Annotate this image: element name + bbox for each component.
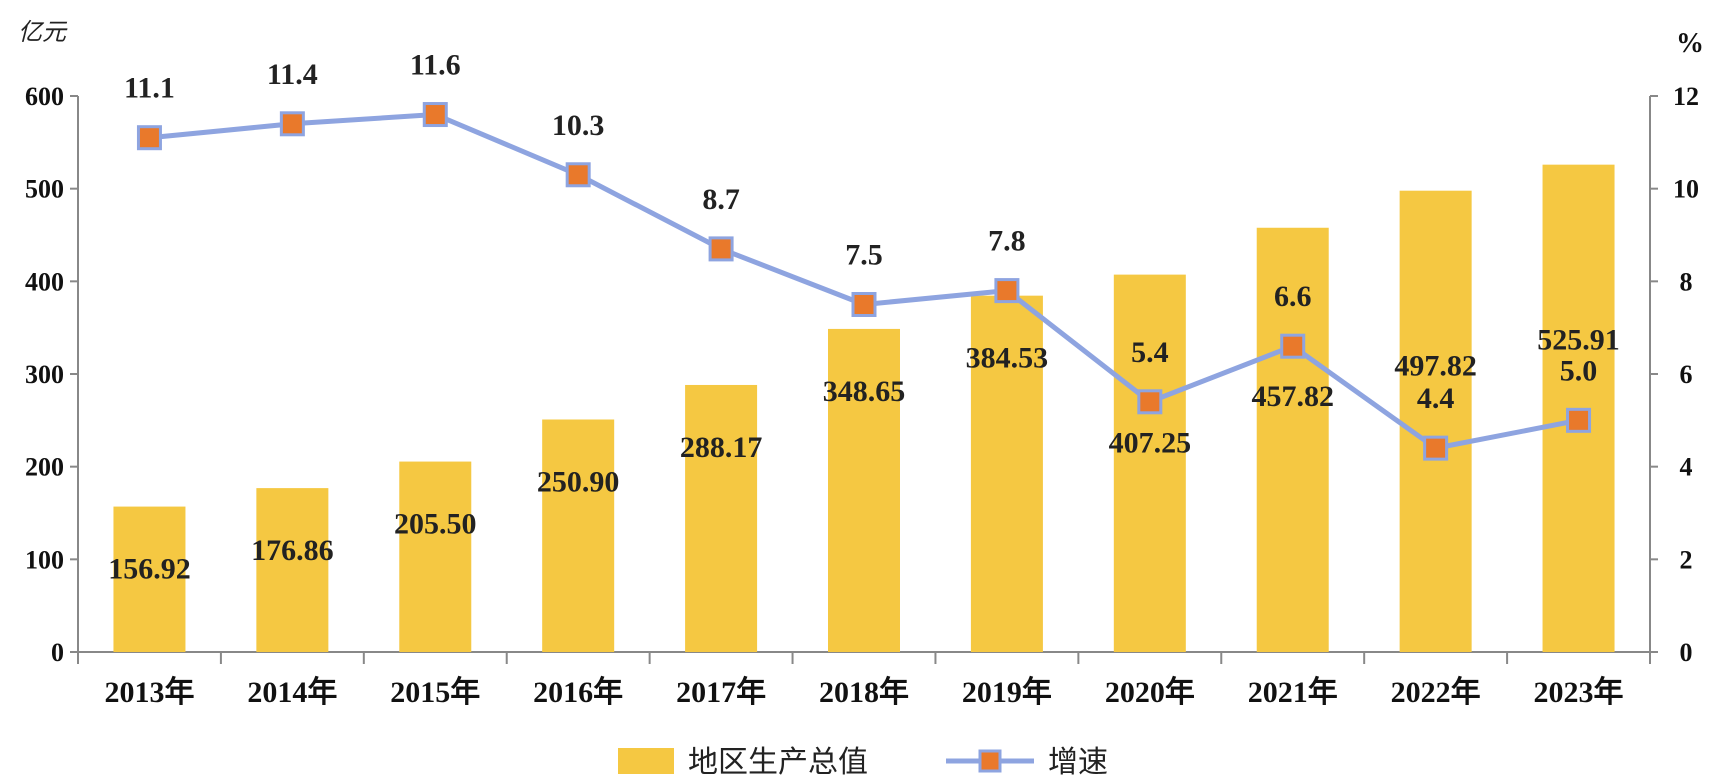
category-label: 2013年 — [104, 676, 194, 709]
left-tick-label: 100 — [25, 545, 64, 574]
right-axis-unit: % — [1676, 28, 1704, 59]
right-tick-label: 2 — [1680, 545, 1693, 574]
line-marker — [851, 292, 877, 317]
category-label: 2018年 — [819, 676, 909, 709]
line-marker — [1280, 333, 1306, 359]
category-label: 2021年 — [1248, 676, 1338, 709]
right-tick-label: 4 — [1680, 453, 1693, 482]
bar — [1256, 227, 1329, 652]
line-marker — [994, 278, 1020, 304]
bar-value-label: 348.65 — [823, 375, 906, 408]
bar-value-label: 384.53 — [966, 342, 1049, 375]
line-marker — [422, 102, 448, 128]
right-tick-label: 10 — [1673, 175, 1699, 204]
legend-line-marker — [978, 749, 1002, 773]
bar-series — [113, 164, 1615, 652]
line-marker — [708, 236, 734, 262]
bar-value-label: 176.86 — [251, 534, 334, 567]
bar — [1113, 274, 1186, 652]
line-value-label: 5.4 — [1131, 336, 1169, 369]
line-value-label: 7.8 — [988, 225, 1026, 258]
line-value-label: 11.6 — [410, 49, 461, 82]
legend: 地区生产总值 增速 — [618, 746, 1108, 779]
left-tick-label: 500 — [25, 175, 64, 204]
bar-value-label: 156.92 — [108, 553, 191, 586]
line-marker — [279, 111, 305, 137]
bar — [399, 461, 472, 652]
bar — [256, 488, 329, 652]
line-marker — [1566, 407, 1592, 433]
line-value-label: 5.0 — [1560, 354, 1598, 387]
category-label: 2016年 — [533, 676, 623, 709]
line-series — [136, 102, 1592, 461]
line-marker — [565, 162, 591, 188]
right-tick-label: 12 — [1673, 82, 1699, 111]
left-tick-label: 400 — [25, 267, 64, 296]
legend-line-label: 增速 — [1048, 746, 1108, 779]
category-label: 2022年 — [1391, 676, 1481, 709]
right-tick-label: 0 — [1680, 638, 1693, 667]
bar-labels: 156.92 176.86 205.50 250.90 288.17 348.65 384.… — [108, 324, 1620, 586]
right-tick-label: 6 — [1680, 360, 1693, 389]
left-tick-label: 0 — [51, 638, 64, 667]
category-label: 2019年 — [962, 676, 1052, 709]
bar-value-label: 205.50 — [394, 508, 477, 541]
legend-bar-swatch — [618, 748, 674, 774]
left-axis-unit: 亿元 — [18, 19, 68, 46]
category-label: 2017年 — [676, 676, 766, 709]
left-tick-label: 600 — [25, 82, 64, 111]
bar-value-label: 407.25 — [1109, 427, 1192, 460]
line-value-label: 7.5 — [845, 239, 883, 272]
line-marker — [1423, 435, 1449, 461]
bar — [1399, 190, 1472, 652]
line-value-label: 11.4 — [267, 58, 318, 91]
line-value-label: 8.7 — [702, 183, 740, 216]
bar — [970, 295, 1043, 652]
left-tick-label: 300 — [25, 360, 64, 389]
category-label: 2015年 — [390, 676, 480, 709]
category-labels: 2013年 2014年 2015年 2016年 2017年 2018年 2019年 2020年… — [104, 676, 1623, 709]
line-labels: 11.1 11.4 11.6 10.3 8.7 7.5 7.8 5.4 6.6 4.4 5.0 — [124, 49, 1597, 416]
bar-value-label: 250.90 — [537, 465, 620, 498]
category-label: 2020年 — [1105, 676, 1195, 709]
bar — [542, 419, 615, 652]
category-label: 2023年 — [1534, 676, 1624, 709]
category-label: 2014年 — [247, 676, 337, 709]
bar-value-label: 497.82 — [1394, 350, 1477, 383]
bar-value-label: 457.82 — [1251, 380, 1334, 413]
bar — [113, 506, 186, 652]
bar — [685, 384, 758, 652]
line-value-label: 11.1 — [124, 72, 175, 105]
line-marker — [1137, 389, 1163, 415]
line-marker — [136, 125, 162, 151]
legend-bar-label: 地区生产总值 — [688, 746, 868, 779]
bar — [828, 328, 900, 652]
left-tick-label: 200 — [25, 453, 64, 482]
line-value-label: 4.4 — [1417, 382, 1455, 415]
bar-value-label: 288.17 — [680, 431, 763, 464]
bar-value-label: 525.91 — [1537, 324, 1620, 357]
line-value-label: 10.3 — [552, 109, 605, 142]
line-value-label: 6.6 — [1274, 280, 1312, 313]
right-tick-label: 8 — [1680, 267, 1693, 296]
